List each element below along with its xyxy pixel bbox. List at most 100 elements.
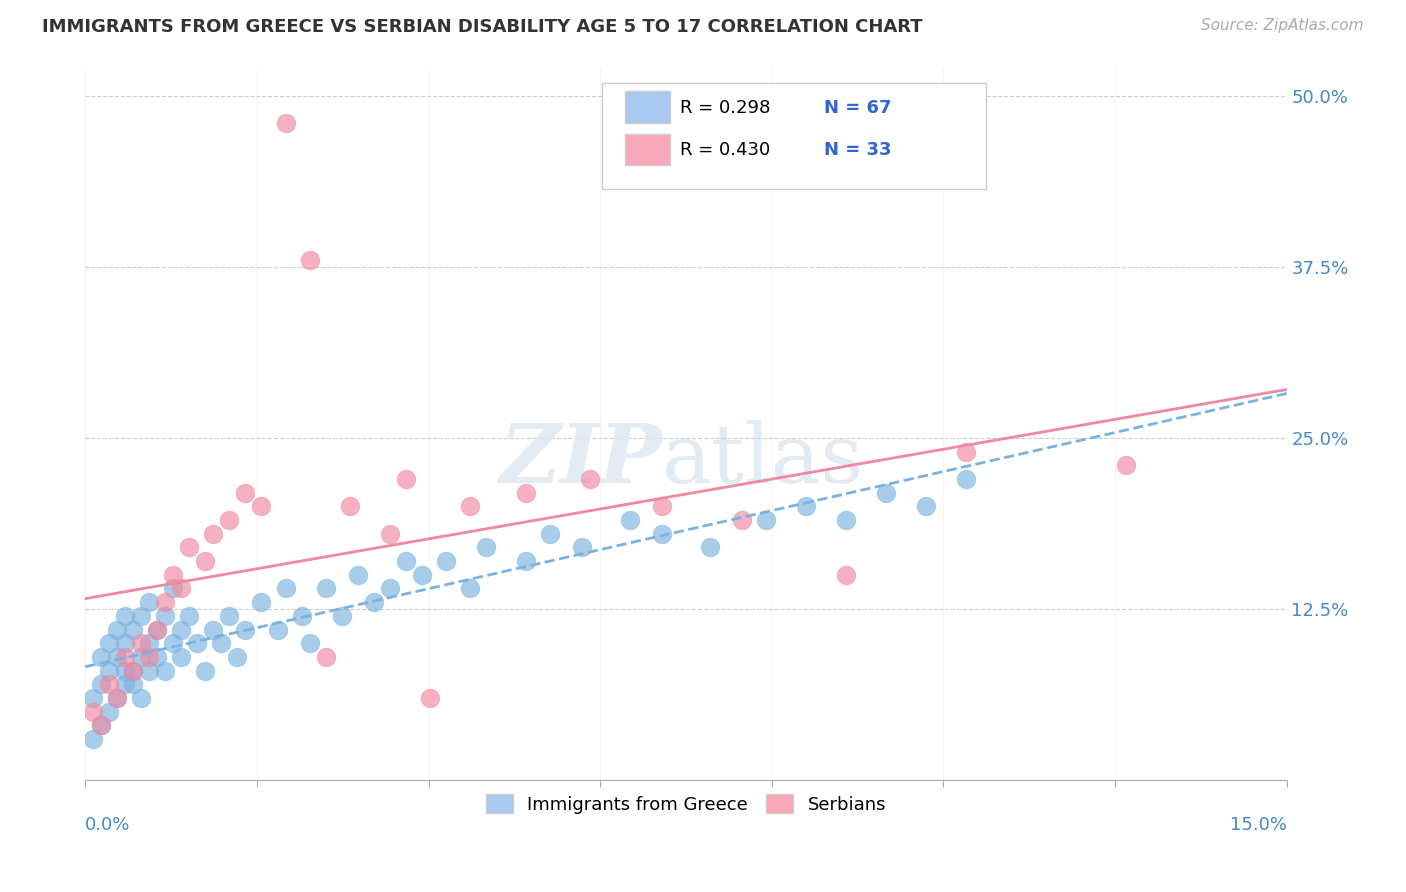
Point [419, 690, 441, 705]
Point [835, 567, 858, 582]
Point [131, 636, 153, 650]
Point [235, 623, 257, 637]
Point [105, 623, 128, 637]
Point [131, 649, 153, 664]
Point [218, 513, 240, 527]
Point [731, 513, 754, 527]
Point [298, 636, 321, 650]
Point [835, 513, 858, 527]
Point [114, 649, 136, 664]
Point [105, 690, 128, 705]
Point [82, 731, 104, 746]
Point [434, 554, 457, 568]
Point [146, 623, 169, 637]
Point [179, 541, 201, 555]
Point [395, 472, 418, 486]
Point [194, 664, 217, 678]
Point [458, 582, 481, 596]
Point [146, 623, 169, 637]
Point [131, 690, 153, 705]
Point [162, 567, 184, 582]
Point [146, 649, 169, 664]
Point [122, 677, 145, 691]
Text: N = 33: N = 33 [824, 141, 891, 160]
Point [346, 567, 368, 582]
Point [474, 541, 496, 555]
Point [138, 649, 160, 664]
Point [186, 636, 208, 650]
Point [218, 608, 240, 623]
Point [122, 664, 145, 678]
Point [162, 636, 184, 650]
Point [395, 554, 418, 568]
Point [378, 582, 401, 596]
Point [105, 649, 128, 664]
Point [274, 116, 297, 130]
Point [114, 636, 136, 650]
Point [915, 500, 938, 514]
Point [105, 690, 128, 705]
Point [114, 664, 136, 678]
Point [274, 582, 297, 596]
Point [579, 472, 602, 486]
Point [458, 500, 481, 514]
Point [330, 608, 353, 623]
Text: atlas: atlas [662, 420, 865, 500]
Point [90, 649, 112, 664]
Point [298, 253, 321, 268]
Point [114, 608, 136, 623]
Text: Source: ZipAtlas.com: Source: ZipAtlas.com [1201, 18, 1364, 33]
Point [250, 595, 273, 609]
Point [138, 664, 160, 678]
Point [651, 526, 673, 541]
Point [155, 608, 177, 623]
Point [955, 444, 977, 458]
Point [515, 485, 537, 500]
Point [235, 485, 257, 500]
FancyBboxPatch shape [624, 91, 671, 122]
FancyBboxPatch shape [624, 134, 671, 165]
Point [131, 608, 153, 623]
Text: R = 0.298: R = 0.298 [681, 99, 770, 117]
Point [98, 677, 121, 691]
FancyBboxPatch shape [602, 83, 986, 189]
Point [194, 554, 217, 568]
Point [1115, 458, 1137, 473]
Point [339, 500, 361, 514]
Text: R = 0.430: R = 0.430 [681, 141, 770, 160]
Point [90, 718, 112, 732]
Text: ZIP: ZIP [499, 420, 662, 500]
Point [378, 526, 401, 541]
Point [155, 595, 177, 609]
Point [98, 664, 121, 678]
Point [619, 513, 641, 527]
Point [699, 541, 721, 555]
Point [211, 636, 233, 650]
Point [82, 690, 104, 705]
Point [162, 582, 184, 596]
Point [538, 526, 561, 541]
Point [226, 649, 249, 664]
Point [571, 541, 593, 555]
Point [138, 636, 160, 650]
Point [98, 705, 121, 719]
Point [170, 582, 193, 596]
Point [138, 595, 160, 609]
Point [82, 705, 104, 719]
Point [315, 649, 337, 664]
Point [202, 623, 225, 637]
Point [170, 623, 193, 637]
Point [875, 485, 897, 500]
Point [515, 554, 537, 568]
Point [266, 623, 288, 637]
Point [250, 500, 273, 514]
Point [315, 582, 337, 596]
Legend: Immigrants from Greece, Serbians: Immigrants from Greece, Serbians [478, 787, 893, 821]
Point [114, 677, 136, 691]
Text: 0.0%: 0.0% [86, 815, 131, 834]
Point [955, 472, 977, 486]
Point [363, 595, 385, 609]
Point [179, 608, 201, 623]
Text: 15.0%: 15.0% [1230, 815, 1286, 834]
Point [411, 567, 433, 582]
